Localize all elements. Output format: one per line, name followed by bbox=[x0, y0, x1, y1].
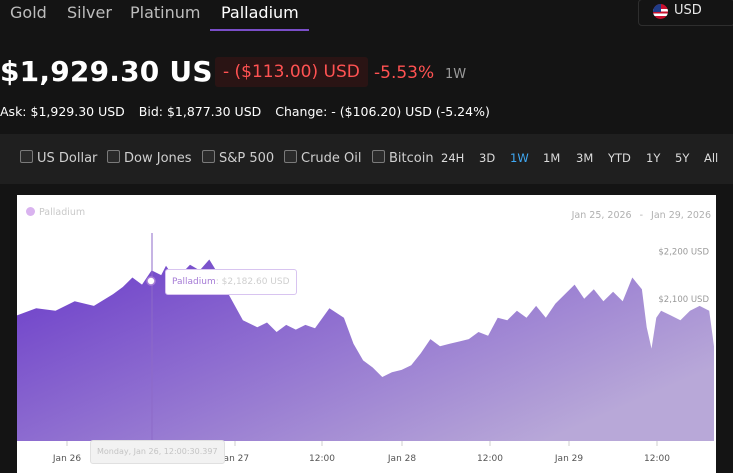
compare-us-dollar[interactable]: US Dollar bbox=[20, 150, 97, 166]
compare-crude-oil[interactable]: Crude Oil bbox=[284, 150, 362, 166]
chart-legend[interactable]: Palladium bbox=[26, 207, 85, 218]
x-tick-label: Jan 27 bbox=[220, 454, 249, 464]
tab-silver[interactable]: Silver bbox=[67, 3, 112, 22]
legend-label: Palladium bbox=[39, 207, 86, 218]
x-tick-label: 12:00 bbox=[309, 454, 335, 464]
date-from: Jan 25, 2026 bbox=[571, 210, 632, 221]
price-change: - ($113.00) USD bbox=[215, 57, 368, 87]
range-1m[interactable]: 1M bbox=[543, 151, 561, 165]
active-tab-indicator bbox=[210, 29, 309, 31]
current-price: $1,929.30 USD bbox=[0, 55, 237, 88]
x-tick-label: Jan 26 bbox=[52, 454, 81, 464]
crosshair-time-label: Monday, Jan 26, 12:00:30.397 bbox=[90, 440, 225, 464]
tooltip-series: Palladium bbox=[172, 277, 216, 287]
compare-bitcoin[interactable]: Bitcoin bbox=[372, 150, 434, 166]
change-period: 1W bbox=[445, 67, 467, 82]
compare-sp500[interactable]: S&P 500 bbox=[202, 150, 274, 166]
quote-details: Ask: $1,929.30 USD Bid: $1,877.30 USD Ch… bbox=[0, 104, 500, 119]
chart-date-range: Jan 25, 2026- Jan 29, 2026 bbox=[572, 210, 711, 221]
date-to: Jan 29, 2026 bbox=[651, 210, 711, 221]
checkbox-icon[interactable] bbox=[107, 150, 120, 163]
range-1y[interactable]: 1Y bbox=[646, 151, 661, 165]
change-summary: Change: - ($106.20) USD (-5.24%) bbox=[275, 104, 490, 119]
x-tick-label: Jan 28 bbox=[387, 454, 416, 464]
ask-price: Ask: $1,929.30 USD bbox=[0, 104, 125, 119]
range-3d[interactable]: 3D bbox=[479, 151, 496, 165]
range-ytd[interactable]: YTD bbox=[608, 151, 631, 165]
legend-dot-icon bbox=[26, 207, 35, 216]
currency-selector[interactable]: USD bbox=[638, 0, 733, 26]
chart-canvas[interactable]: $2,200 USD $2,100 USD Jan 26 Jan 27 12:00 Ja… bbox=[17, 195, 716, 473]
checkbox-icon[interactable] bbox=[372, 150, 385, 163]
range-1w[interactable]: 1W bbox=[510, 151, 529, 165]
tooltip-value: : $2,182.60 USD bbox=[215, 277, 290, 287]
palladium-area-series bbox=[17, 259, 714, 441]
range-all[interactable]: All bbox=[704, 151, 719, 165]
bid-price: Bid: $1,877.30 USD bbox=[138, 104, 262, 119]
tab-gold[interactable]: Gold bbox=[10, 3, 47, 22]
us-flag-icon bbox=[653, 4, 668, 19]
compare-dow-jones[interactable]: Dow Jones bbox=[107, 150, 192, 166]
checkbox-icon[interactable] bbox=[20, 150, 33, 163]
checkbox-icon[interactable] bbox=[202, 150, 215, 163]
range-24h[interactable]: 24H bbox=[441, 151, 465, 165]
date-separator: - bbox=[639, 210, 644, 221]
tab-platinum[interactable]: Platinum bbox=[130, 3, 201, 22]
chart-controls: US Dollar Dow Jones S&P 500 Crude Oil Bi… bbox=[0, 134, 733, 184]
price-chart[interactable]: Palladium Jan 25, 2026- Jan 29, 2026 $2,2… bbox=[17, 195, 716, 473]
y-tick-label: $2,200 USD bbox=[658, 247, 709, 257]
hover-tooltip: Palladium: $2,182.60 USD bbox=[165, 269, 297, 295]
currency-label: USD bbox=[674, 3, 702, 18]
hover-point-marker bbox=[146, 276, 156, 286]
range-3m[interactable]: 3M bbox=[576, 151, 594, 165]
tab-palladium[interactable]: Palladium bbox=[221, 3, 299, 22]
metal-tabs: Gold Silver Platinum Palladium bbox=[0, 0, 620, 32]
price-change-percent: -5.53% bbox=[374, 63, 435, 83]
y-tick-label: $2,100 USD bbox=[658, 295, 709, 305]
x-tick-label: 12:00 bbox=[644, 454, 670, 464]
range-5y[interactable]: 5Y bbox=[675, 151, 690, 165]
checkbox-icon[interactable] bbox=[284, 150, 297, 163]
x-tick-label: 12:00 bbox=[477, 454, 503, 464]
x-tick-label: Jan 29 bbox=[554, 454, 583, 464]
